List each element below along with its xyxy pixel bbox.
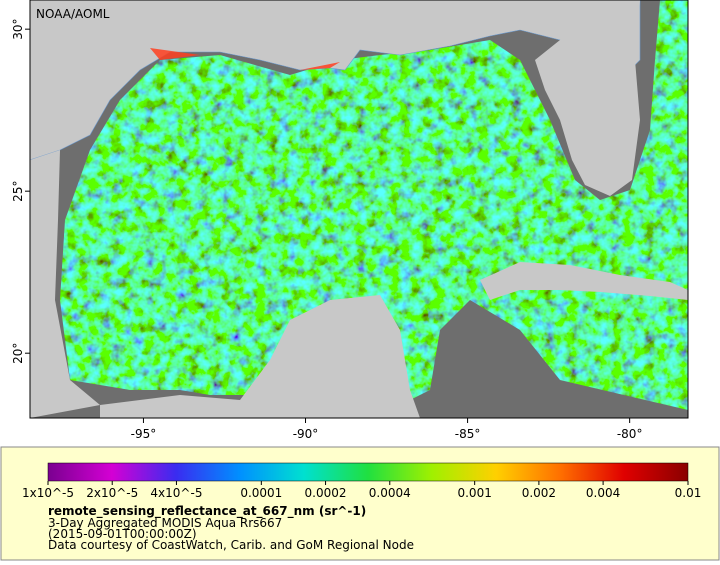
colorbar-label: 0.0004 [369, 486, 411, 500]
colorbar-label: 2x10^-5 [86, 486, 138, 500]
colorbar-label: 0.0001 [240, 486, 282, 500]
colorbar [47, 462, 689, 482]
colorbar-label: 0.001 [457, 486, 491, 500]
legend-line: 3-Day Aggregated MODIS Aqua Rrs667 [48, 516, 282, 530]
colorbar-label: 1x10^-5 [22, 486, 74, 500]
map-area: NOAA/AOML [30, 0, 688, 418]
x-tick-label: -85° [455, 427, 481, 441]
colorbar-label: 0.0002 [305, 486, 347, 500]
x-tick-label: -95° [131, 427, 157, 441]
colorbar-label: 0.004 [586, 486, 620, 500]
legend-line: (2015-09-01T00:00:00Z) [48, 527, 197, 541]
land-mexico-west [30, 150, 100, 418]
x-tick-label: -90° [293, 427, 319, 441]
y-tick-label: 30° [11, 19, 25, 40]
y-tick-label: 20° [11, 343, 25, 364]
legend-line: Data courtesy of CoastWatch, Carib. and … [48, 538, 414, 552]
land-cuba [480, 262, 688, 300]
x-tick-label: -80° [617, 427, 643, 441]
colorbar-label: 4x10^-5 [150, 486, 202, 500]
map-frame [29, 0, 689, 419]
land-yucatan [100, 295, 420, 418]
legend-title: remote_sensing_reflectance_at_667_nm (sr… [48, 504, 366, 519]
reflectance-field [60, 0, 688, 410]
axes: -95° -90° -85° -80° 20° 25° 30° [11, 19, 642, 441]
colorbar-label: 0.01 [675, 486, 702, 500]
y-tick-label: 25° [11, 181, 25, 202]
credit: NOAA/AOML [36, 7, 110, 21]
colorbar-label: 0.002 [522, 486, 556, 500]
legend: 1x10^-5 2x10^-5 4x10^-5 0.0001 0.0002 0.0004 0… [22, 481, 701, 552]
land-florida [535, 0, 640, 196]
